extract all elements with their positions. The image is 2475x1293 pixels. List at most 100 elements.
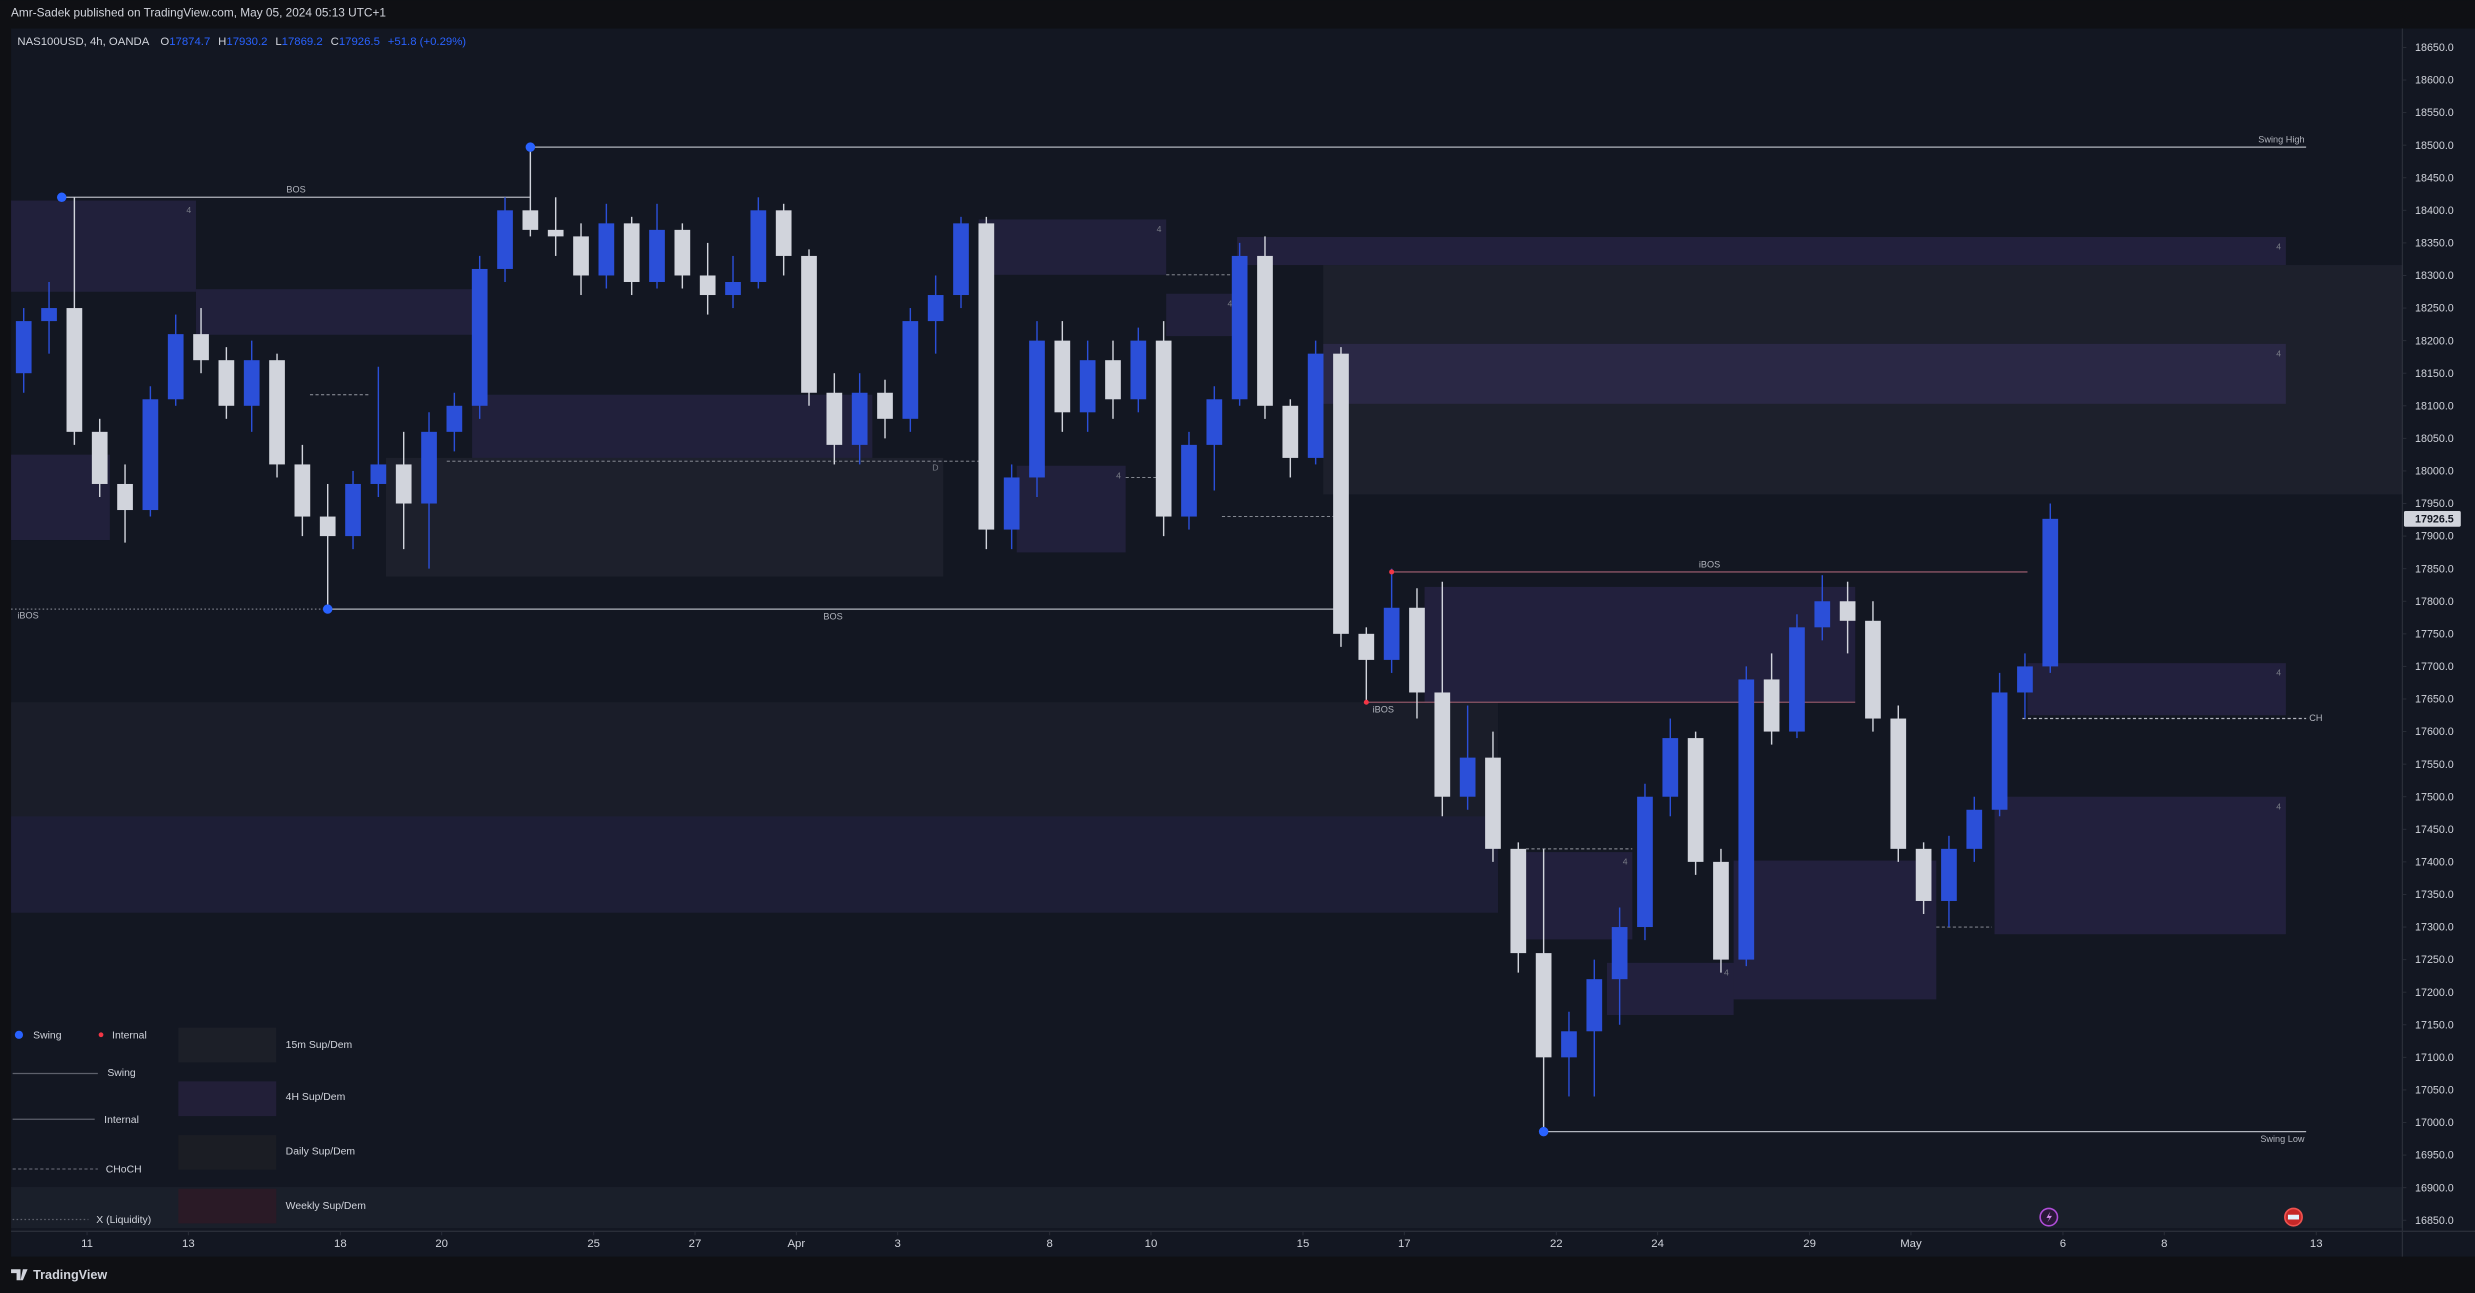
x-tick-label: 10 bbox=[1145, 1238, 1158, 1250]
candle-body bbox=[1282, 405, 1299, 458]
candle-body bbox=[1181, 444, 1197, 517]
candle-body bbox=[953, 223, 969, 296]
candle-body bbox=[117, 483, 133, 511]
candle-body bbox=[573, 236, 589, 276]
y-tick-label: 17900.0 bbox=[2415, 531, 2454, 543]
y-tick-label: 17950.0 bbox=[2415, 498, 2454, 510]
structure-label: iBOS bbox=[1373, 705, 1394, 715]
candle-body bbox=[547, 229, 564, 237]
candle-body bbox=[598, 223, 615, 276]
x-tick-label: 18 bbox=[334, 1238, 347, 1250]
candle-body bbox=[446, 405, 463, 432]
candle-body bbox=[395, 464, 412, 504]
y-tick-label: 17250.0 bbox=[2415, 954, 2454, 966]
publisher-note: Amr-Sadek published on TradingView.com, … bbox=[11, 6, 386, 20]
zone-label: 4 bbox=[1724, 967, 1729, 977]
candle-body bbox=[927, 295, 944, 322]
candle-body bbox=[1485, 757, 1501, 849]
y-tick-label: 18350.0 bbox=[2415, 238, 2454, 250]
candle-body bbox=[497, 210, 513, 269]
supply-demand-zone bbox=[1606, 962, 1734, 1015]
y-tick-label: 17150.0 bbox=[2415, 1019, 2454, 1031]
legend-swatch bbox=[178, 1188, 277, 1224]
candle-body bbox=[1814, 601, 1831, 628]
candle-body bbox=[193, 334, 209, 361]
x-tick-label: 20 bbox=[435, 1238, 448, 1250]
supply-demand-zone bbox=[1016, 465, 1126, 553]
candle-body bbox=[1713, 861, 1729, 960]
supply-demand-zone bbox=[978, 219, 1167, 275]
ohlc-value: 17869.2 bbox=[282, 36, 323, 48]
candle-body bbox=[1029, 340, 1045, 478]
candle-body bbox=[1257, 255, 1273, 406]
candle-body bbox=[1409, 607, 1425, 693]
candle-body bbox=[902, 321, 919, 419]
candle-body bbox=[725, 281, 741, 296]
legend-label: Daily Sup/Dem bbox=[286, 1146, 355, 1157]
structure-label: Swing Low bbox=[2260, 1134, 2305, 1144]
ohlc-value: 17926.5 bbox=[339, 36, 380, 48]
candle-body bbox=[1307, 353, 1324, 458]
zone-label: 4 bbox=[2276, 801, 2281, 811]
legend-internal-dot bbox=[98, 1032, 104, 1038]
supply-demand-zone bbox=[472, 394, 873, 458]
supply-demand-zone bbox=[1323, 265, 2403, 495]
candle-body bbox=[1839, 601, 1856, 621]
y-tick-label: 17650.0 bbox=[2415, 694, 2454, 706]
y-tick-label: 17700.0 bbox=[2415, 661, 2454, 673]
candle-body bbox=[1763, 679, 1780, 732]
x-tick-label: 11 bbox=[81, 1238, 93, 1250]
footer: TradingView bbox=[11, 1268, 107, 1282]
lines-layer bbox=[11, 146, 2307, 1133]
y-tick-label: 18450.0 bbox=[2415, 172, 2454, 184]
x-tick-label: 29 bbox=[1803, 1238, 1816, 1250]
x-tick-label: 22 bbox=[1550, 1238, 1563, 1250]
ohlc-value: 17874.7 bbox=[169, 36, 210, 48]
zone-label: 4 bbox=[2276, 668, 2281, 678]
symbol: NAS100USD, 4h, OANDA bbox=[17, 36, 149, 48]
candle-body bbox=[1155, 340, 1172, 517]
y-tick-label: 17350.0 bbox=[2415, 889, 2454, 901]
legend-label: Internal bbox=[112, 1030, 147, 1041]
candle-body bbox=[1535, 953, 1552, 1058]
zone-label: 4 bbox=[2276, 348, 2281, 358]
event-icon-glyph bbox=[2046, 1211, 2052, 1223]
x-tick-label: 6 bbox=[2060, 1238, 2066, 1250]
y-tick-label: 18650.0 bbox=[2415, 42, 2454, 54]
candle-body bbox=[877, 392, 893, 419]
structure-label: BOS bbox=[823, 611, 842, 621]
ohlc-key: H bbox=[218, 36, 226, 48]
candle-body bbox=[826, 392, 843, 445]
structure-label: iBOS bbox=[1699, 559, 1720, 569]
x-tick-label: Apr bbox=[787, 1238, 805, 1250]
candle-body bbox=[522, 210, 539, 230]
pivot-point bbox=[1389, 569, 1395, 575]
x-tick-label: 13 bbox=[182, 1238, 195, 1250]
last-price-tag bbox=[2403, 510, 2461, 527]
axes-layer: 16850.0 16900.0 16950.0 17000.0 17050.0 17100… bbox=[81, 42, 2461, 1250]
y-tick-label: 17550.0 bbox=[2415, 759, 2454, 771]
structure-label: Swing High bbox=[2258, 134, 2304, 144]
y-tick-label: 18050.0 bbox=[2415, 433, 2454, 445]
candle-body bbox=[294, 464, 311, 517]
ohlc-value: 17930.2 bbox=[226, 36, 267, 48]
x-tick-label: 15 bbox=[1297, 1238, 1310, 1250]
supply-demand-zone bbox=[1237, 237, 2286, 266]
indicator-legend: Swing Internal Swing Internal CHoCH X (L… bbox=[12, 1027, 366, 1226]
candle-body bbox=[2042, 518, 2059, 667]
candle-body bbox=[1738, 679, 1755, 960]
candle-body bbox=[649, 229, 665, 282]
candle-body bbox=[345, 483, 361, 537]
candle-body bbox=[243, 360, 260, 406]
y-tick-label: 17400.0 bbox=[2415, 856, 2454, 868]
candle-body bbox=[1915, 848, 1932, 901]
supply-demand-zone bbox=[1994, 796, 2286, 935]
x-tick-label: May bbox=[1900, 1238, 1922, 1250]
candle-body bbox=[1054, 340, 1071, 413]
x-tick-label: 24 bbox=[1651, 1238, 1664, 1250]
candle-body bbox=[1333, 353, 1349, 634]
supply-demand-zone bbox=[1520, 852, 1633, 940]
y-tick-label: 17850.0 bbox=[2415, 563, 2454, 575]
